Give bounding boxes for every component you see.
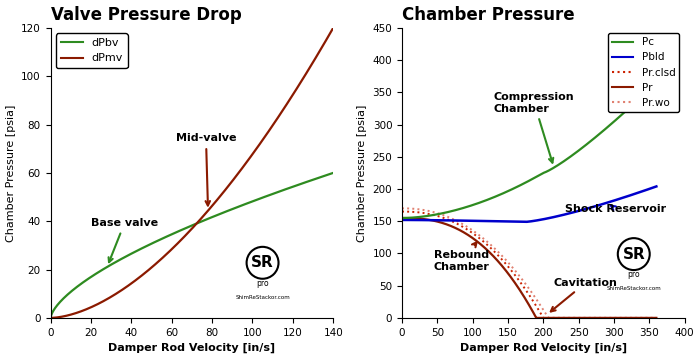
Text: Cavitation: Cavitation: [551, 278, 618, 312]
Pc: [463, 205, 472, 209]
Legend: dPbv, dPmv: dPbv, dPmv: [56, 33, 127, 68]
Text: Shock Reservoir: Shock Reservoir: [564, 204, 666, 214]
Text: pro: pro: [256, 279, 269, 288]
Pbld: [568, 210, 577, 215]
Pr: [533, 316, 541, 320]
Line: Pbld: Pbld: [402, 186, 657, 222]
Text: Rebound
Chamber: Rebound Chamber: [434, 242, 490, 271]
Pr.clsd: [398, 209, 406, 214]
Pr: [443, 222, 452, 227]
Pr.clsd: [443, 217, 452, 222]
Text: ShimReStackor.com: ShimReStackor.com: [235, 295, 290, 300]
Text: ShimReStackor.com: ShimReStackor.com: [606, 286, 661, 292]
Text: Mid-valve: Mid-valve: [176, 134, 236, 205]
Line: Pr: Pr: [402, 218, 657, 318]
Line: Pr.wo: Pr.wo: [402, 208, 657, 318]
Pr: [548, 316, 556, 320]
Pr.wo: [463, 225, 472, 229]
Pbld: [398, 218, 406, 222]
Text: SR: SR: [251, 255, 274, 270]
Line: Pc: Pc: [402, 83, 657, 218]
Text: pro: pro: [627, 270, 640, 279]
Pbld: [548, 215, 556, 220]
Pr.clsd: [548, 316, 556, 320]
Pr.clsd: [589, 316, 598, 320]
Pr: [568, 316, 577, 320]
Pr.wo: [545, 316, 553, 320]
X-axis label: Damper Rod Velocity [in/s]: Damper Rod Velocity [in/s]: [108, 343, 276, 354]
Pr: [398, 216, 406, 220]
Y-axis label: Chamber Pressure [psia]: Chamber Pressure [psia]: [357, 104, 367, 242]
Pr.wo: [568, 316, 577, 320]
Pr.clsd: [539, 316, 547, 320]
Pc: [513, 185, 522, 189]
Pr.clsd: [513, 276, 522, 280]
X-axis label: Damper Rod Velocity [in/s]: Damper Rod Velocity [in/s]: [460, 343, 627, 354]
Text: Compression
Chamber: Compression Chamber: [494, 92, 575, 163]
Pc: [589, 137, 598, 141]
Legend: Pc, Pbld, Pr.clsd, Pr, Pr.wo: Pc, Pbld, Pr.clsd, Pr, Pr.wo: [608, 33, 680, 112]
Text: Base valve: Base valve: [91, 218, 158, 262]
Pc: [568, 153, 576, 158]
Pr.wo: [589, 316, 598, 320]
Pr: [589, 316, 598, 320]
Pr.wo: [398, 206, 406, 210]
Pr.clsd: [652, 316, 661, 320]
Pbld: [443, 218, 452, 223]
Pc: [652, 80, 661, 85]
Text: SR: SR: [622, 247, 645, 262]
Y-axis label: Chamber Pressure [psia]: Chamber Pressure [psia]: [6, 104, 15, 242]
Pc: [398, 216, 406, 220]
Pr.wo: [513, 271, 522, 275]
Line: Pr.clsd: Pr.clsd: [402, 211, 657, 318]
Pbld: [463, 219, 472, 223]
Pbld: [513, 219, 522, 224]
Pbld: [652, 184, 661, 188]
Pr: [513, 284, 522, 288]
Text: Valve Pressure Drop: Valve Pressure Drop: [50, 5, 241, 24]
Pr.clsd: [568, 316, 577, 320]
Pc: [443, 210, 452, 214]
Pc: [547, 167, 556, 171]
Pr: [652, 316, 661, 320]
Pr: [463, 232, 472, 237]
Pr.wo: [548, 316, 556, 320]
Pbld: [522, 220, 530, 224]
Pbld: [589, 205, 598, 209]
Text: Chamber Pressure: Chamber Pressure: [402, 5, 575, 24]
Pr.wo: [652, 316, 661, 320]
Pr.wo: [443, 214, 452, 219]
Pr.clsd: [463, 228, 472, 232]
